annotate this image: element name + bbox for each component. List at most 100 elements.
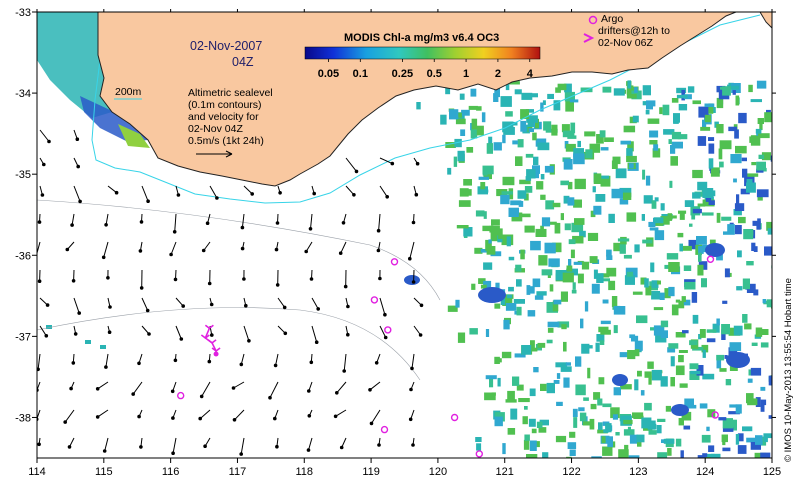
chl-pixel	[562, 272, 574, 283]
velocity-arrow	[169, 241, 177, 257]
chl-pixel	[556, 401, 563, 406]
chl-pixel	[737, 433, 744, 442]
velocity-arrow	[413, 297, 424, 308]
colorbar-tick-label: 2	[495, 68, 501, 80]
chl-pixel	[683, 299, 691, 306]
x-tick-label: 120	[429, 466, 447, 478]
chl-pixel	[605, 423, 612, 433]
chl-pixel	[696, 365, 704, 376]
chl-pixel	[581, 343, 590, 354]
chl-pixel	[522, 124, 530, 134]
velocity-arrow	[376, 213, 381, 233]
chl-pixel	[587, 345, 593, 349]
velocity-arrow	[67, 437, 75, 449]
chl-pixel	[657, 280, 661, 285]
chl-pixel	[735, 404, 742, 414]
chl-pixel	[667, 347, 676, 353]
chl-pixel	[678, 418, 684, 426]
colorbar-tick-label: 0.5	[427, 68, 442, 80]
chl-pixel	[728, 411, 740, 415]
chl-pixel	[667, 213, 673, 221]
chl-pixel	[498, 228, 503, 239]
chl-pixel	[597, 175, 609, 179]
chl-pixel	[526, 115, 538, 123]
chl-pixel	[701, 434, 711, 443]
chl-pixel	[677, 232, 684, 238]
scale-arrow	[196, 150, 233, 158]
chl-pixel	[628, 455, 640, 458]
chl-pixel	[688, 404, 697, 409]
velocity-arrow	[368, 381, 381, 392]
chl-pixel	[760, 404, 765, 412]
colorbar-tick-label: 0.05	[318, 68, 339, 80]
chl-pixel	[710, 453, 721, 458]
chl-pixel	[515, 264, 522, 272]
chl-pixel	[611, 160, 618, 169]
chl-pixel	[670, 156, 678, 166]
velocity-arrow	[277, 297, 287, 310]
chl-pixel	[577, 273, 584, 284]
velocity-arrow	[410, 353, 415, 371]
chl-pixel	[746, 393, 754, 404]
chl-pixel	[486, 143, 493, 154]
chl-pixel	[716, 124, 724, 134]
chl-pixel	[641, 214, 645, 221]
chl-pixel	[728, 126, 737, 132]
chl-pixel	[453, 156, 458, 167]
chl-pixel	[573, 153, 585, 165]
chl-pixel	[721, 324, 730, 335]
chl-pixel	[551, 124, 558, 136]
velocity-arrow	[378, 269, 382, 281]
chl-pixel	[542, 452, 549, 458]
chl-pixel	[645, 175, 651, 186]
chl-pixel	[507, 390, 515, 401]
chl-pixel	[613, 387, 621, 396]
chl-pixel	[480, 182, 486, 190]
chl-pixel	[651, 369, 662, 381]
chl-pixel	[517, 139, 524, 148]
chl-pixel	[534, 295, 544, 300]
chl-pixel	[529, 286, 535, 294]
chl-pixel	[734, 203, 745, 211]
velocity-arrow	[107, 325, 112, 335]
chl-pixel	[727, 224, 735, 232]
chl-pixel	[689, 363, 699, 370]
chl-blob-low	[705, 243, 725, 257]
velocity-arrow	[73, 157, 80, 169]
chl-pixel	[470, 129, 478, 139]
chl-pixel	[743, 229, 754, 240]
chl-pixel	[678, 300, 685, 309]
chl-pixel	[645, 109, 650, 115]
chl-pixel	[612, 414, 618, 420]
chl-pixel	[683, 94, 692, 100]
chl-pixel	[632, 291, 643, 295]
chl-pixel	[702, 453, 708, 458]
chl-pixel	[524, 186, 533, 193]
chl-pixel	[502, 134, 506, 144]
x-tick-label: 114	[28, 466, 46, 478]
chl-pixel	[613, 242, 621, 252]
velocity-arrow	[273, 409, 279, 421]
velocity-arrow	[308, 213, 313, 231]
velocity-arrow	[203, 437, 211, 449]
chl-pixel	[701, 278, 707, 288]
sealevel-note-line-3: and velocity for	[188, 111, 259, 123]
chl-pixel	[687, 86, 695, 93]
chl-speck	[46, 325, 52, 329]
chl-pixel	[457, 150, 465, 162]
chl-pixel	[766, 299, 772, 308]
chl-pixel	[699, 329, 706, 338]
chl-pixel	[541, 269, 553, 276]
chl-pixel	[532, 165, 540, 174]
chl-pixel	[724, 355, 728, 359]
chl-pixel	[456, 225, 469, 229]
chl-pixel	[540, 102, 544, 112]
velocity-arrow	[70, 213, 75, 227]
chl-pixel	[547, 93, 554, 99]
velocity-arrow	[209, 297, 214, 307]
y-tick-label: -36	[15, 250, 31, 262]
chl-pixel	[471, 118, 478, 130]
chl-pixel	[598, 377, 605, 385]
chl-pixel	[700, 126, 711, 131]
chl-pixel	[633, 415, 644, 419]
